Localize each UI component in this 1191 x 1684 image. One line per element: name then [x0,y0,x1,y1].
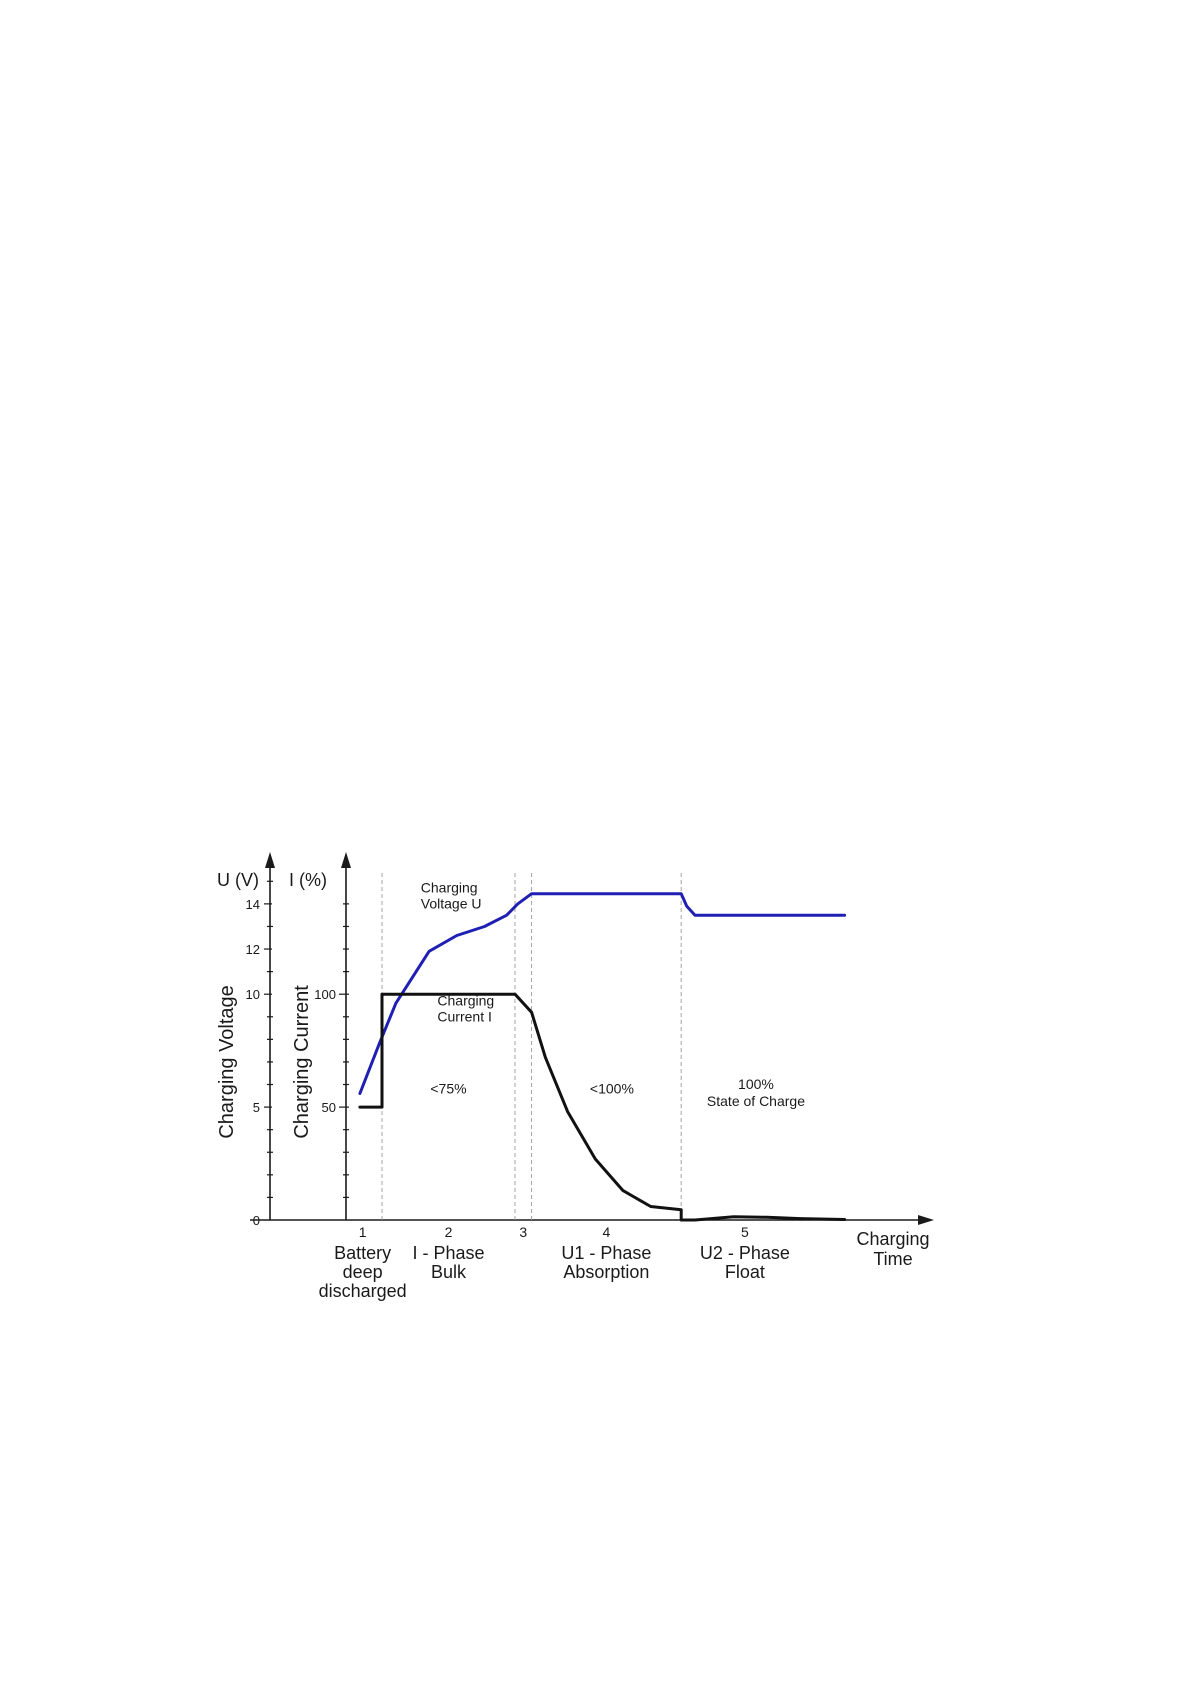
phase-number: 3 [519,1224,527,1240]
state-of-charge-annotation: State of Charge [707,1093,805,1109]
phase-name: Absorption [563,1262,649,1282]
phase-name: Battery [334,1243,391,1263]
current-unit-label: I (%) [289,870,327,890]
voltage-axis-title: Charging Voltage [216,985,238,1138]
phase-name: U2 - Phase [700,1243,790,1263]
phase-number: 5 [741,1224,749,1240]
voltage-unit-label: U (V) [217,870,259,890]
chart-series [358,892,847,1222]
phase-number: 1 [359,1224,367,1240]
voltage-tick-label: 12 [246,942,260,957]
time-axis-title: Charging [856,1229,929,1249]
current-tick-label: 100 [314,987,336,1002]
phase-name: Float [725,1262,765,1282]
voltage-curve-label: Voltage U [421,896,482,912]
phase-name: deep [343,1262,383,1282]
state-of-charge-annotation: 100% [738,1076,774,1092]
current-curve [358,992,847,1222]
phase-number: 2 [445,1224,453,1240]
voltage-curve-label: Charging [421,880,478,896]
current-tick-label: 50 [322,1100,336,1115]
current-axis-arrow [341,852,351,868]
phase-name: Bulk [431,1262,467,1282]
time-axis-title: Time [873,1249,912,1269]
voltage-axis-arrow [265,852,275,868]
voltage-tick-label: 0 [253,1213,260,1228]
voltage-tick-label: 5 [253,1100,260,1115]
state-of-charge-annotation: <100% [590,1081,634,1097]
phase-name: discharged [319,1281,407,1301]
voltage-tick-label: 14 [246,897,260,912]
state-of-charge-annotation: <75% [430,1081,466,1097]
current-axis-title: Charging Current [291,985,313,1139]
phase-dividers [381,873,682,1223]
current-curve-label: Charging [437,992,494,1008]
phase-number: 4 [602,1224,610,1240]
voltage-tick-label: 10 [246,987,260,1002]
phase-name: I - Phase [412,1243,484,1263]
phase-name: U1 - Phase [561,1243,651,1263]
time-axis-arrow [918,1215,934,1225]
current-curve-label: Current I [437,1008,491,1024]
